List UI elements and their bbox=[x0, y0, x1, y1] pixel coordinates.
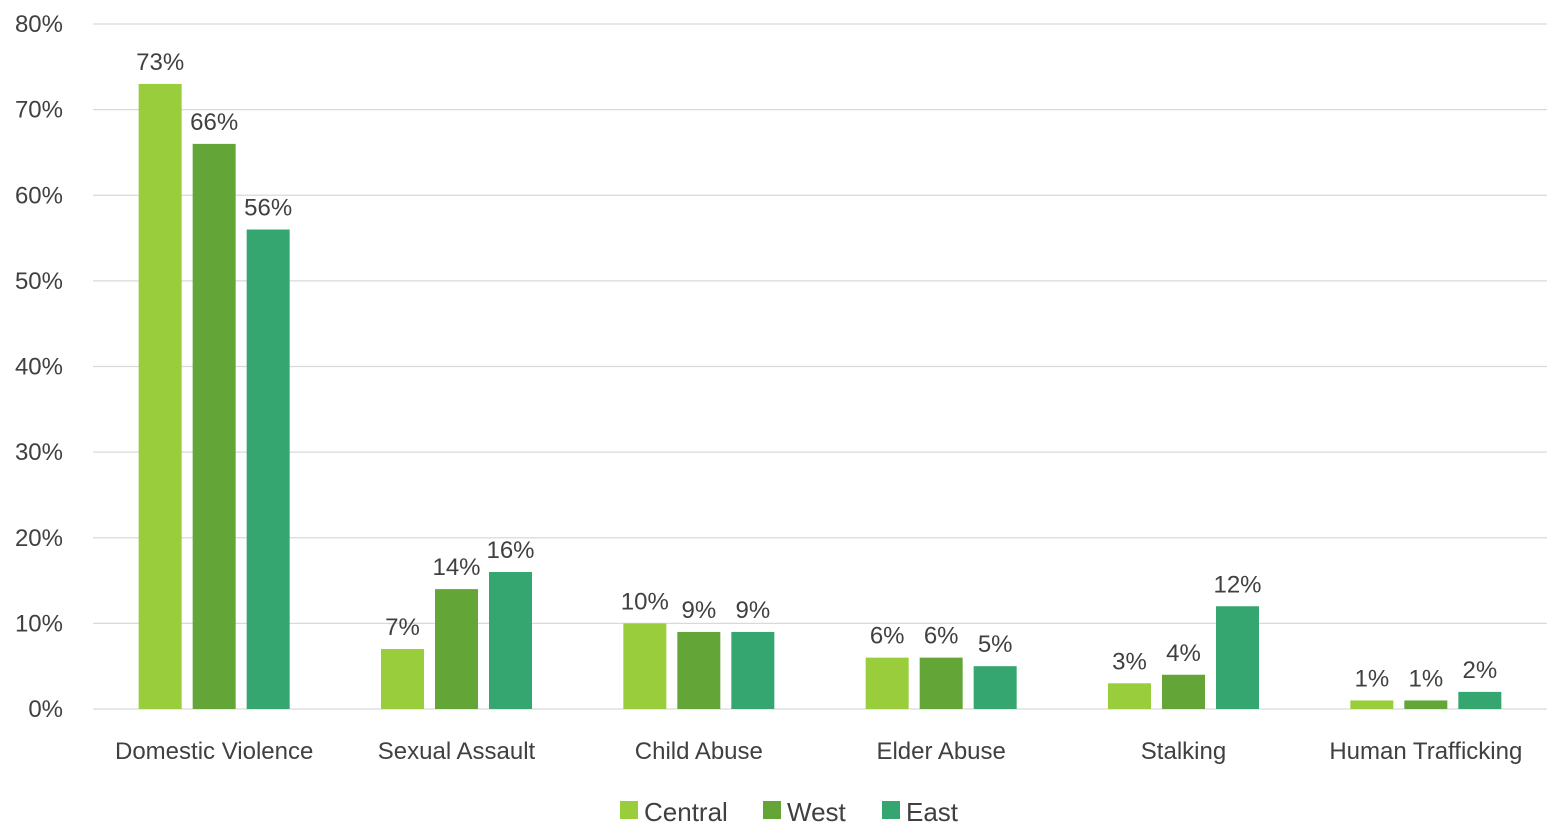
legend: Central West East bbox=[620, 797, 959, 825]
bar-east bbox=[246, 229, 290, 709]
y-tick-label: 70% bbox=[15, 97, 63, 124]
bar-west bbox=[192, 143, 236, 709]
data-label: 9% bbox=[681, 597, 716, 624]
data-label: 9% bbox=[735, 597, 770, 624]
y-tick-label: 10% bbox=[15, 610, 63, 637]
x-category-label: Stalking bbox=[1141, 738, 1226, 765]
legend-label: East bbox=[906, 797, 959, 825]
bar-central bbox=[381, 649, 424, 709]
bar-west bbox=[1162, 674, 1205, 709]
data-label: 2% bbox=[1462, 657, 1497, 684]
bar-central bbox=[865, 657, 909, 709]
bar-central bbox=[623, 623, 667, 709]
data-label: 66% bbox=[190, 109, 238, 136]
y-tick-label: 30% bbox=[15, 439, 63, 466]
data-label: 1% bbox=[1408, 665, 1443, 692]
x-category-label: Sexual Assault bbox=[378, 738, 536, 765]
bar-east bbox=[489, 572, 532, 709]
y-tick-label: 0% bbox=[28, 696, 63, 723]
x-category-label: Human Trafficking bbox=[1329, 738, 1522, 765]
data-label: 6% bbox=[870, 623, 905, 650]
bar-central bbox=[1350, 700, 1394, 709]
bar-east bbox=[731, 631, 775, 709]
x-category-label: Elder Abuse bbox=[876, 738, 1005, 765]
legend-label: Central bbox=[644, 797, 728, 825]
x-category-label: Child Abuse bbox=[635, 738, 763, 765]
data-label: 16% bbox=[486, 537, 534, 564]
data-label: 10% bbox=[621, 588, 669, 615]
y-tick-label: 60% bbox=[15, 182, 63, 209]
data-label: 73% bbox=[136, 49, 184, 76]
bar-west bbox=[435, 589, 478, 709]
legend-swatch bbox=[620, 801, 638, 819]
data-label: 12% bbox=[1213, 571, 1261, 598]
bar-west bbox=[919, 657, 963, 709]
bar-east bbox=[973, 666, 1017, 709]
x-category-label: Domestic Violence bbox=[115, 738, 313, 765]
gridlines bbox=[93, 23, 1547, 710]
legend-item-west: West bbox=[763, 797, 847, 825]
x-axis-categories: Domestic Violence Sexual Assault Child Abu… bbox=[115, 738, 1522, 765]
y-tick-label: 40% bbox=[15, 354, 63, 381]
data-labels: 73% 66% 56% 7% 14%16% 10% 9% 9% 6% 6% 5% 3% 4% 12% 1% 1… bbox=[136, 49, 1497, 693]
data-label: 6% bbox=[924, 623, 959, 650]
data-label: 56% bbox=[244, 195, 292, 222]
data-label: 3% bbox=[1112, 648, 1147, 675]
data-label: 4% bbox=[1166, 640, 1201, 667]
bar-east bbox=[1458, 691, 1502, 709]
legend-item-central: Central bbox=[620, 797, 728, 825]
bar-central bbox=[138, 83, 182, 709]
legend-swatch bbox=[882, 801, 900, 819]
bar-west bbox=[677, 631, 721, 709]
bars bbox=[138, 83, 1502, 709]
legend-swatch bbox=[763, 801, 781, 819]
y-tick-label: 80% bbox=[15, 11, 63, 38]
legend-item-east: East bbox=[882, 797, 959, 825]
y-axis-ticks: 0% 10% 20% 30% 40% 50% 60% 70% 80% bbox=[15, 11, 63, 723]
data-label: 14% bbox=[432, 554, 480, 581]
legend-label: West bbox=[787, 797, 847, 825]
data-label: 7% bbox=[385, 614, 420, 641]
bar-west bbox=[1404, 700, 1448, 709]
data-label: 5% bbox=[978, 631, 1013, 658]
data-label: 1% bbox=[1354, 665, 1389, 692]
y-tick-label: 50% bbox=[15, 268, 63, 295]
bar-central bbox=[1108, 683, 1151, 709]
y-tick-label: 20% bbox=[15, 525, 63, 552]
bar-east bbox=[1216, 606, 1259, 709]
